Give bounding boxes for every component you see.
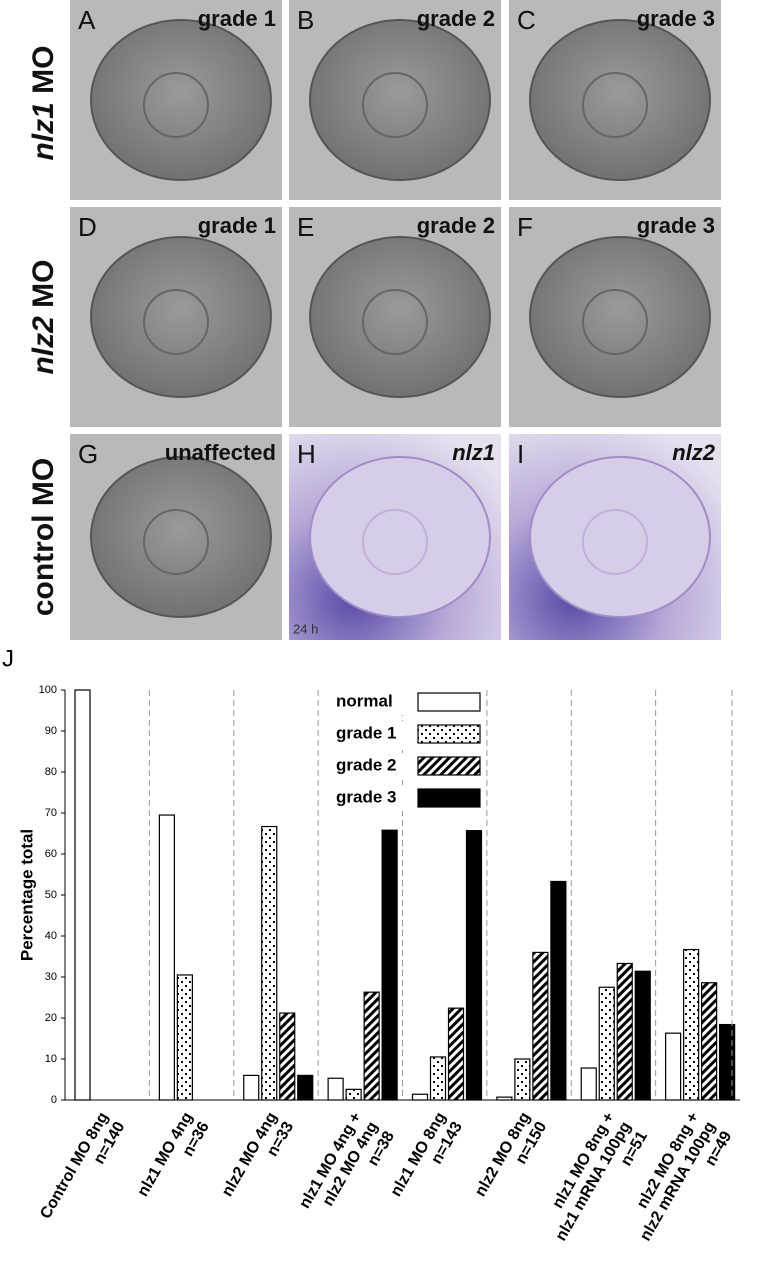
- eye: [90, 456, 272, 618]
- lens: [582, 72, 648, 138]
- y-tick-label: 50: [45, 889, 57, 901]
- x-tick-label: nlz2 MO 8ngn=150: [472, 1110, 550, 1210]
- row-label: control MO: [27, 458, 60, 616]
- eye: [529, 236, 711, 398]
- lens: [362, 289, 428, 355]
- bar: [665, 1032, 682, 1101]
- lens: [582, 289, 648, 355]
- y-tick-label: 10: [45, 1053, 57, 1065]
- legend-swatch: [417, 724, 481, 744]
- panel-letter: G: [78, 439, 98, 469]
- panel-letter: I: [517, 439, 524, 469]
- y-tick-label: 70: [45, 807, 57, 819]
- bar: [297, 1074, 314, 1101]
- lens: [362, 72, 428, 138]
- y-tick-label: 60: [45, 848, 57, 860]
- legend-swatch: [417, 692, 481, 712]
- bar: [243, 1074, 260, 1101]
- bar: [514, 1058, 531, 1101]
- bar: [176, 974, 193, 1101]
- legend-label: normal: [336, 691, 393, 710]
- x-tick-label: nlz1 MO 4ngn=36: [135, 1110, 213, 1210]
- bar: [496, 1096, 513, 1101]
- legend-label: grade 3: [336, 787, 396, 806]
- bar: [701, 982, 718, 1101]
- panel-letter: D: [78, 212, 97, 242]
- eye: [90, 19, 272, 181]
- lens: [143, 289, 209, 355]
- bar: [345, 1088, 362, 1101]
- x-tick-label: nlz1 MO 8ng +nlz1 mRNA 100pgn=51: [536, 1110, 651, 1254]
- bar: [279, 1012, 296, 1101]
- legend-label: grade 2: [336, 755, 396, 774]
- bar: [580, 1067, 597, 1101]
- panel-letter: C: [517, 5, 536, 35]
- x-tick-label: nlz2 MO 4ngn=33: [219, 1110, 297, 1210]
- eye: [529, 19, 711, 181]
- panel-label: nlz1: [452, 440, 495, 465]
- panel-label: grade 1: [198, 213, 276, 238]
- bar: [158, 814, 175, 1101]
- x-tick-label: nlz1 MO 4ng +nlz2 MO 4ngn=38: [297, 1110, 399, 1231]
- chart: 0 10 20 30 40 50 60 70 80 90 100 Control MO 8ngn=14…: [37, 684, 740, 1254]
- eye: [529, 456, 711, 618]
- panel-label: unaffected: [165, 440, 276, 465]
- y-tick-label: 80: [45, 766, 57, 778]
- eye: [309, 236, 491, 398]
- bar: [411, 1093, 429, 1101]
- y-tick-label: 40: [45, 930, 57, 942]
- lens: [143, 72, 209, 138]
- bar: [465, 830, 483, 1101]
- y-tick-label: 20: [45, 1012, 57, 1024]
- x-tick-label: nlz1 MO 8ngn=143: [388, 1110, 466, 1210]
- lens: [143, 509, 209, 575]
- panel-note: 24 h: [293, 621, 318, 636]
- bar: [261, 825, 278, 1101]
- legend-swatch: [417, 788, 481, 808]
- bar: [683, 948, 700, 1101]
- panel-label: grade 2: [417, 6, 495, 31]
- bar: [327, 1077, 344, 1101]
- lens: [582, 509, 648, 575]
- panel-label: grade 2: [417, 213, 495, 238]
- y-tick-label: 100: [39, 684, 57, 696]
- panel-letter: A: [78, 5, 96, 35]
- y-tick-label: 0: [51, 1094, 57, 1106]
- x-tick-label-line: Control MO 8ng: [37, 1110, 112, 1222]
- bar: [363, 991, 380, 1101]
- legend-swatch: [417, 756, 481, 776]
- lens: [362, 509, 428, 575]
- panel-label: grade 3: [637, 6, 715, 31]
- y-tick-label: 90: [45, 725, 57, 737]
- bar: [616, 962, 633, 1101]
- bar: [447, 1007, 465, 1101]
- x-tick-label: Control MO 8ngn=140: [37, 1110, 128, 1232]
- eye: [309, 456, 491, 618]
- legend-label: grade 1: [336, 723, 396, 742]
- panel-letter: F: [517, 212, 533, 242]
- bar: [598, 986, 615, 1101]
- panel-label: grade 3: [637, 213, 715, 238]
- panel-letter: E: [297, 212, 314, 242]
- panel-label: nlz2: [672, 440, 716, 465]
- bar: [74, 689, 91, 1101]
- bar: [429, 1056, 447, 1101]
- eye: [90, 236, 272, 398]
- eye: [309, 19, 491, 181]
- panel-letter: H: [297, 439, 316, 469]
- panel-label: grade 1: [198, 6, 276, 31]
- y-axis-label: Percentage total: [17, 829, 36, 961]
- bar: [550, 880, 567, 1101]
- row-label: nlz2 MO: [27, 259, 60, 374]
- panel-letter: J: [2, 645, 14, 672]
- row-label: nlz1 MO: [27, 45, 60, 160]
- y-tick-label: 30: [45, 971, 57, 983]
- bar: [719, 1023, 736, 1101]
- bar: [634, 970, 651, 1101]
- bar: [532, 951, 549, 1101]
- panel-letter: B: [297, 5, 314, 35]
- bar: [381, 829, 398, 1101]
